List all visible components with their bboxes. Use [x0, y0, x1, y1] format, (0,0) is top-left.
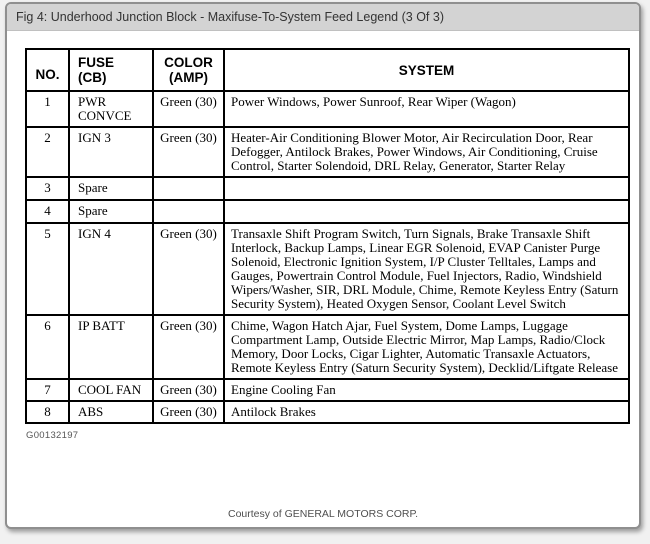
figure-title: Fig 4: Underhood Junction Block - Maxifu… [16, 10, 444, 24]
fuse-legend-table: NO. FUSE (CB) COLOR (AMP) SYSTEM 1 PWR C… [25, 48, 630, 424]
cell-fuse-name: IGN 4 [68, 222, 154, 316]
table-row: 4 Spare [25, 199, 630, 224]
cell-color-amp: Green (30) [152, 222, 225, 316]
cell-color-amp [152, 199, 225, 224]
cell-fuse-number: 7 [25, 378, 70, 402]
cell-color-amp [152, 176, 225, 201]
cell-fuse-name: Spare [68, 176, 154, 201]
table-row: 2 IGN 3 Green (30) Heater-Air Conditioni… [25, 126, 630, 178]
cell-system [223, 176, 630, 201]
cell-fuse-number: 4 [25, 199, 70, 224]
cell-fuse-number: 5 [25, 222, 70, 316]
cell-fuse-name: IGN 3 [68, 126, 154, 178]
cell-color-amp: Green (30) [152, 400, 225, 424]
cell-color-amp: Green (30) [152, 90, 225, 128]
table-row: 6 IP BATT Green (30) Chime, Wagon Hatch … [25, 314, 630, 380]
table-row: 8 ABS Green (30) Antilock Brakes [25, 400, 630, 424]
cell-fuse-number: 6 [25, 314, 70, 380]
table-row: 5 IGN 4 Green (30) Transaxle Shift Progr… [25, 222, 630, 316]
cell-fuse-name: IP BATT [68, 314, 154, 380]
cell-color-amp: Green (30) [152, 126, 225, 178]
document-page: Fig 4: Underhood Junction Block - Maxifu… [5, 2, 641, 529]
cell-system: Chime, Wagon Hatch Ajar, Fuel System, Do… [223, 314, 630, 380]
cell-system: Engine Cooling Fan [223, 378, 630, 402]
cell-system: Power Windows, Power Sunroof, Rear Wiper… [223, 90, 630, 128]
table-header: NO. FUSE (CB) COLOR (AMP) SYSTEM [25, 48, 630, 92]
cell-system: Transaxle Shift Program Switch, Turn Sig… [223, 222, 630, 316]
cell-fuse-name: Spare [68, 199, 154, 224]
table-row: 3 Spare [25, 176, 630, 201]
table-row: 7 COOL FAN Green (30) Engine Cooling Fan [25, 378, 630, 402]
cell-fuse-name: COOL FAN [68, 378, 154, 402]
cell-fuse-number: 2 [25, 126, 70, 178]
header-system: SYSTEM [223, 48, 630, 92]
cell-system: Heater-Air Conditioning Blower Motor, Ai… [223, 126, 630, 178]
cell-system [223, 199, 630, 224]
header-color-amp: COLOR (AMP) [152, 48, 225, 92]
header-fuse-cb: FUSE (CB) [68, 48, 154, 92]
table-row: 1 PWR CONVCE Green (30) Power Windows, P… [25, 90, 630, 128]
cell-fuse-name: PWR CONVCE [68, 90, 154, 128]
cell-fuse-name: ABS [68, 400, 154, 424]
cell-color-amp: Green (30) [152, 314, 225, 380]
cell-color-amp: Green (30) [152, 378, 225, 402]
courtesy-note: Courtesy of GENERAL MOTORS CORP. [227, 508, 419, 520]
figure-id: G00132197 [26, 430, 79, 441]
cell-fuse-number: 1 [25, 90, 70, 128]
table-header-row: NO. FUSE (CB) COLOR (AMP) SYSTEM [25, 48, 630, 92]
figure-title-bar: Fig 4: Underhood Junction Block - Maxifu… [7, 4, 639, 31]
cell-system: Antilock Brakes [223, 400, 630, 424]
cell-fuse-number: 3 [25, 176, 70, 201]
fuse-table-body: 1 PWR CONVCE Green (30) Power Windows, P… [25, 90, 630, 424]
header-no: NO. [25, 48, 70, 92]
cell-fuse-number: 8 [25, 400, 70, 424]
